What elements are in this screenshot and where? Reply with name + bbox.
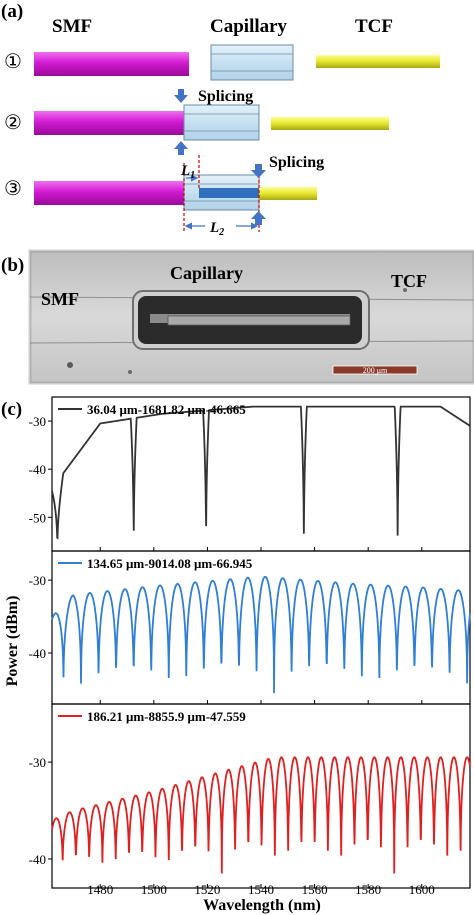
step-1-marker: ①	[4, 51, 22, 73]
spectra-plots: -30 -40 -50 36.04 μm-1681.82 μm-46.665 -30 -4…	[29, 396, 471, 889]
debris-spot-3	[403, 288, 407, 292]
splicing-label-2: Splicing	[269, 154, 324, 171]
legend-label-3: 186.21 μm-8855.9 μm-47.559	[87, 709, 246, 724]
spectrum-panel-1: -30 -40 -50 36.04 μm-1681.82 μm-46.665	[29, 396, 471, 552]
spectrum-panel-3: -30 -40 186.21 μm-8855.9 μm-47.559	[29, 703, 471, 889]
capillary-tube-2	[183, 104, 260, 141]
micrograph-capillary-label: Capillary	[170, 263, 243, 283]
debris-spot-2	[128, 370, 132, 374]
header-capillary: Capillary	[210, 16, 288, 37]
micrograph-vignette	[28, 249, 474, 385]
y-tick-label-1-1: -40	[29, 462, 46, 477]
x-tick-label-1: 1500	[141, 882, 167, 897]
spectrum-panel-2: -30 -40 134.65 μm-9014.08 μm-66.945	[29, 550, 471, 705]
splice-arrow-up-icon	[174, 141, 188, 155]
y-tick-label-1-2: -50	[29, 510, 46, 525]
scale-bar	[332, 365, 418, 375]
splice-arrow-up-icon-2	[251, 211, 266, 225]
l2-label: L2	[209, 220, 224, 238]
step-3-marker: ③	[4, 178, 22, 200]
smf-fiber-2	[34, 111, 184, 135]
tcf-inside-capillary	[199, 188, 259, 198]
panel-c-label: (c)	[1, 399, 22, 420]
header-tcf: TCF	[355, 16, 393, 37]
y-tick-label-3-1: -40	[29, 852, 46, 867]
panel-a: (a) SMF Capillary TCF ① ② Splicing ③	[1, 1, 440, 238]
x-tick-label-0: 1480	[87, 882, 113, 897]
panel-b-label: (b)	[1, 255, 24, 276]
l1-label: L1	[180, 163, 195, 181]
y-axis-label: Power (dBm)	[4, 596, 21, 687]
x-tick-label-4: 1560	[302, 882, 328, 897]
splicing-label-1: Splicing	[198, 88, 253, 105]
capillary-tube-1	[210, 44, 294, 81]
x-tick-label-5: 1580	[355, 882, 381, 897]
header-smf: SMF	[52, 16, 92, 37]
smf-fiber-1	[34, 52, 189, 76]
legend-label-1: 36.04 μm-1681.82 μm-46.665	[87, 402, 246, 417]
spectrum-line-3	[51, 756, 471, 874]
y-tick-label-2-0: -30	[29, 573, 46, 588]
splice-arrow-down-icon	[174, 89, 188, 103]
spectrum-line-1	[51, 405, 471, 540]
debris-spot-1	[67, 362, 73, 368]
tcf-fiber-3	[259, 187, 317, 200]
x-axis-ticks: 1480 1500 1520 1540 1560 1580 1600	[87, 882, 435, 897]
scale-bar-label: 200 μm	[363, 366, 388, 375]
micrograph-smf-label: SMF	[41, 289, 79, 309]
y-tick-label-1-0: -30	[29, 414, 46, 429]
x-tick-label-2: 1520	[194, 882, 220, 897]
panel-b: (b) Capillary SMF TCF 200 μm	[1, 249, 474, 385]
micrograph-tcf-label: TCF	[391, 271, 427, 291]
spectrum-line-2	[51, 575, 471, 694]
x-tick-label-6: 1600	[409, 882, 435, 897]
panel-a-label: (a)	[1, 1, 23, 22]
legend-label-2: 134.65 μm-9014.08 μm-66.945	[87, 556, 253, 571]
tcf-fiber-2	[271, 117, 389, 130]
x-axis-label: Wavelength (nm)	[203, 897, 321, 914]
step-2-marker: ②	[4, 112, 22, 134]
x-tick-label-3: 1540	[248, 882, 274, 897]
tcf-fiber-1	[316, 55, 440, 68]
panel-c: (c) Power (dBm) Wavelength (nm) -30 -40 -5…	[1, 396, 471, 914]
splice-arrow-down-icon-2	[251, 164, 266, 178]
tcf-inside-micrograph	[167, 315, 351, 326]
smf-fiber-3	[34, 181, 184, 205]
y-tick-label-3-0: -30	[29, 755, 46, 770]
plot-frame-1	[51, 396, 471, 552]
y-tick-label-2-1: -40	[29, 646, 46, 661]
